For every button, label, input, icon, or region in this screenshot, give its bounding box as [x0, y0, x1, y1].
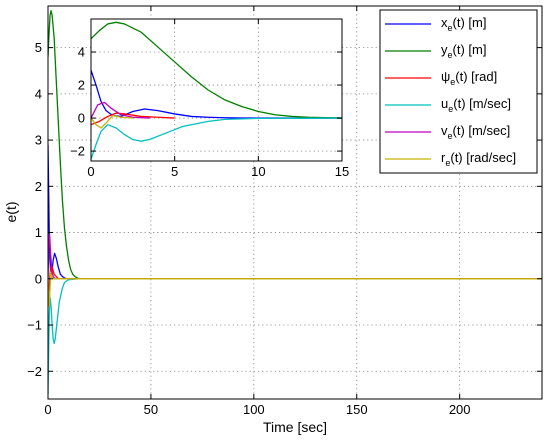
legend-label: ye(t) [m] [441, 42, 486, 60]
main-y-tick-label: 2 [35, 179, 42, 194]
inset-x-tick-label: 5 [171, 164, 178, 179]
legend-label: ve(t) [m/sec] [441, 123, 510, 141]
main-y-tick-label: −2 [27, 364, 42, 379]
legend-item-ve: ve(t) [m/sec] [385, 123, 510, 141]
legend-item-xe: xe(t) [m] [385, 15, 486, 33]
main-y-tick-label: 1 [35, 225, 42, 240]
legend-item-ue: ue(t) [m/sec] [385, 96, 511, 114]
x-axis-label: Time [sec] [263, 419, 327, 435]
main-y-tick-label: 3 [35, 133, 42, 148]
main-x-tick-label: 200 [449, 402, 471, 417]
legend-label: ψe(t) [rad] [441, 69, 497, 87]
main-frame [47, 5, 543, 400]
y-axis-label: e(t) [3, 202, 19, 223]
inset-x-tick-label: 15 [335, 164, 349, 179]
inset-x-tick-label: 0 [87, 164, 94, 179]
legend-label: re(t) [rad/sec] [441, 150, 516, 168]
inset-series-ve [91, 101, 150, 119]
legend-box [379, 9, 538, 174]
inset-y-tick-label: 0 [78, 111, 85, 126]
inset-series-xe [91, 69, 342, 119]
main-series-ye [48, 9, 542, 280]
main-y-tick-label: 4 [35, 86, 42, 101]
legend-item-ye: ye(t) [m] [385, 42, 486, 60]
legend: xe(t) [m] ye(t) [m] ψe(t) [rad] ue(t) [m/se… [379, 9, 538, 174]
inset-y-tick-label: 4 [78, 45, 85, 60]
inset-y-tick-label: −2 [70, 144, 85, 159]
inset-series-group [91, 21, 342, 160]
legend-label: xe(t) [m] [441, 15, 486, 33]
inset-x-tick-label: 10 [251, 164, 265, 179]
inset-series-ye [91, 21, 342, 119]
inset-series-ue [91, 117, 342, 160]
inset-series-re [91, 114, 133, 129]
inset-plot-area [91, 19, 342, 161]
main-x-tick-label: 0 [44, 402, 51, 417]
main-x-tick-label: 150 [346, 402, 368, 417]
main-y-tick-label: −1 [27, 318, 42, 333]
inset-y-tick-label: 2 [78, 78, 85, 93]
inset-frame [90, 18, 343, 162]
legend-item-re: re(t) [rad/sec] [385, 150, 516, 168]
main-x-tick-label: 100 [243, 402, 265, 417]
main-y-tick-label: 5 [35, 40, 42, 55]
main-series-group [48, 9, 542, 395]
legend-item-ψe: ψe(t) [rad] [385, 69, 497, 87]
main-x-tick-label: 50 [144, 402, 158, 417]
main-y-tick-label: 0 [35, 271, 42, 286]
legend-label: ue(t) [m/sec] [441, 96, 511, 114]
